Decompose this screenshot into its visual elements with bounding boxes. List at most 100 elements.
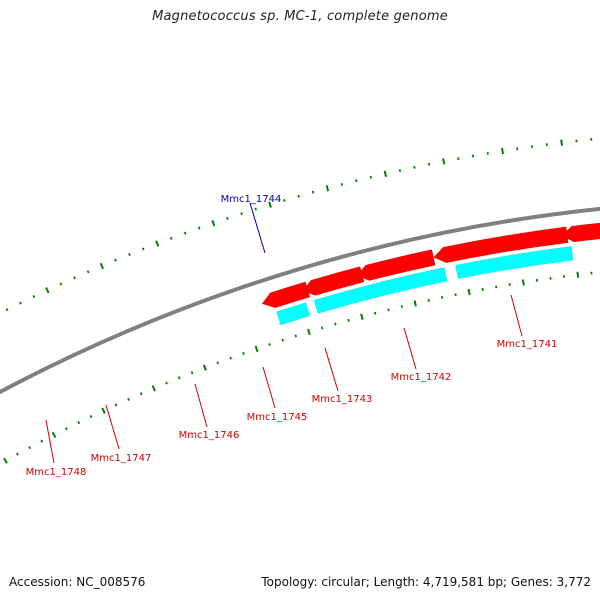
inner-minor-tick — [190, 371, 194, 375]
outer-minor-tick — [398, 169, 402, 173]
callout-line — [249, 202, 266, 254]
inner-minor-tick — [400, 305, 404, 309]
inner-minor-tick — [40, 439, 44, 443]
outer-major-tick — [442, 158, 446, 165]
cds-block — [276, 302, 311, 326]
callout-line — [105, 404, 120, 450]
outer-major-tick — [325, 185, 330, 192]
outer-minor-tick — [254, 207, 258, 211]
inner-minor-tick — [177, 376, 181, 380]
inner-major-tick — [307, 328, 311, 336]
gene-label: Mmc1_1741 — [497, 339, 558, 350]
inner-minor-tick — [387, 308, 390, 312]
inner-major-tick — [254, 345, 259, 353]
outer-minor-tick — [457, 157, 460, 161]
gene-label: Mmc1_1745 — [247, 412, 308, 423]
outer-minor-tick — [183, 231, 187, 235]
inner-minor-tick — [28, 445, 32, 450]
genome-stats: Topology: circular; Length: 4,719,581 bp… — [261, 575, 591, 589]
inner-minor-tick — [77, 420, 81, 425]
inner-minor-tick — [454, 293, 457, 297]
outer-minor-tick — [59, 282, 63, 286]
outer-minor-tick — [413, 165, 416, 169]
outer-minor-tick — [114, 258, 117, 262]
map-title: Magnetococcus sp. MC-1, complete genome — [152, 9, 448, 24]
inner-minor-tick — [127, 397, 130, 401]
inner-minor-tick — [268, 343, 271, 346]
outer-minor-tick — [5, 308, 9, 312]
outer-major-tick — [211, 219, 216, 227]
callout-line — [510, 294, 523, 337]
gene-label: Mmc1_1747 — [91, 453, 152, 464]
feature-tracks — [261, 222, 600, 326]
outer-minor-tick — [355, 179, 358, 183]
gene-label: Mmc1_1743 — [312, 394, 373, 405]
outer-minor-tick — [311, 190, 315, 194]
outer-major-tick — [560, 139, 563, 146]
callout-line — [262, 366, 276, 409]
outer-minor-tick — [297, 194, 300, 198]
outer-minor-tick — [369, 175, 372, 179]
inner-minor-tick — [114, 403, 118, 407]
outer-minor-tick — [141, 247, 145, 251]
gene-arrow-mmc1-1747 — [356, 249, 436, 281]
inner-minor-tick — [294, 334, 298, 338]
outer-minor-tick — [169, 236, 173, 240]
outer-major-tick — [155, 240, 160, 247]
outer-major-tick — [99, 262, 104, 270]
outer-major-tick — [501, 147, 504, 155]
outer-minor-tick — [73, 276, 76, 280]
inner-minor-tick — [495, 285, 498, 289]
inner-tick-ring — [3, 271, 593, 464]
outer-major-tick — [383, 170, 387, 178]
inner-minor-tick — [16, 452, 19, 456]
inner-major-tick — [51, 431, 57, 439]
outer-minor-tick — [197, 226, 201, 230]
inner-major-tick — [202, 364, 207, 371]
outer-minor-tick — [128, 252, 131, 257]
outer-major-tick — [268, 201, 272, 208]
inner-major-tick — [360, 313, 364, 320]
outer-minor-tick — [19, 301, 22, 305]
outer-major-tick — [45, 287, 50, 294]
inner-major-tick — [101, 407, 106, 414]
inner-minor-tick — [139, 392, 143, 396]
inner-minor-tick — [347, 318, 350, 322]
inner-major-tick — [576, 271, 580, 278]
outer-minor-tick — [32, 295, 36, 299]
outer-minor-tick — [427, 162, 431, 166]
inner-minor-tick — [242, 351, 245, 355]
outer-minor-tick — [226, 216, 229, 220]
inner-major-tick — [151, 385, 156, 392]
inner-major-tick — [521, 279, 525, 286]
gene-label: Mmc1_1742 — [391, 372, 452, 383]
inner-major-tick — [413, 300, 417, 307]
inner-minor-tick — [216, 361, 220, 365]
outer-minor-tick — [240, 212, 243, 216]
inner-minor-tick — [427, 298, 430, 302]
gene-label: Mmc1_1748 — [26, 467, 87, 478]
gene-label: Mmc1_1744 — [221, 194, 282, 205]
inner-major-tick — [3, 457, 8, 464]
inner-minor-tick — [441, 296, 444, 299]
cds-block — [455, 246, 574, 280]
outer-minor-tick — [340, 182, 344, 186]
gene-label: Mmc1_1746 — [179, 430, 240, 441]
inner-minor-tick — [64, 427, 68, 431]
inner-minor-tick — [165, 381, 168, 385]
callout-line — [194, 383, 208, 428]
inner-minor-tick — [229, 356, 232, 360]
inner-minor-tick — [481, 287, 484, 291]
outer-minor-tick — [86, 270, 90, 274]
gene-callouts: Mmc1_1741 Mmc1_1742 Mmc1_1743 Mmc1_1744 Mmc1… — [26, 194, 558, 478]
inner-minor-tick — [334, 322, 337, 326]
inner-major-tick — [467, 288, 471, 296]
outer-tick-ring — [5, 137, 593, 312]
outer-minor-tick — [471, 154, 475, 158]
callout-line — [403, 327, 417, 370]
inner-minor-tick — [281, 338, 284, 342]
accession-label: Accession: NC_008576 — [9, 575, 146, 589]
cds-block — [313, 267, 448, 314]
outer-minor-tick — [283, 198, 286, 202]
